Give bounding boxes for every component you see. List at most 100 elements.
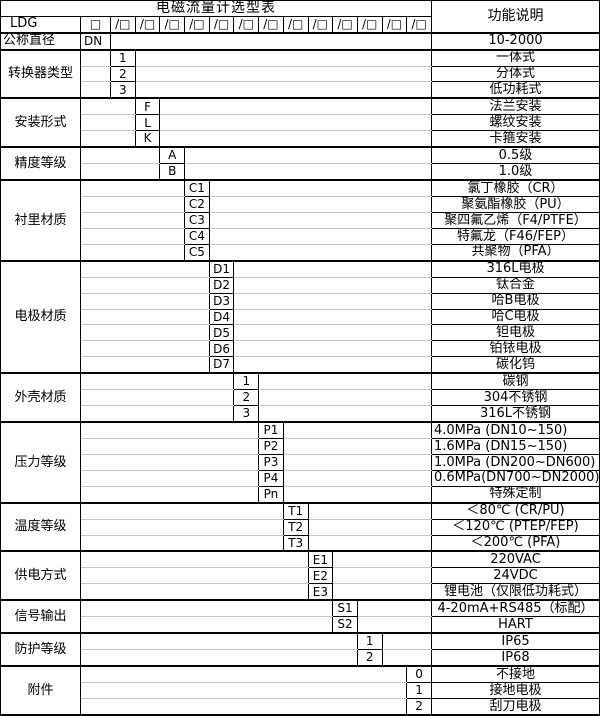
option-code: 2 (356, 649, 383, 667)
table-row: 2 304不锈钢 (1, 389, 600, 407)
blank-cell (283, 485, 432, 504)
option-code: T3 (282, 534, 309, 552)
table-row: 2 IP68 (1, 649, 600, 667)
option-desc: 特殊定制 (431, 485, 600, 504)
option-code: P2 (258, 437, 284, 455)
option-desc: 316L不锈钢 (431, 405, 600, 423)
blank-cell (308, 501, 432, 520)
blank-cell (80, 682, 407, 699)
table-row: 电极材质 D1 316L电极 (0, 259, 600, 374)
model-slot-box: /□ (134, 15, 161, 34)
blank-cell (80, 259, 210, 278)
model-slot-box: /□ (332, 15, 358, 34)
blank-cell (233, 308, 432, 326)
blank-cell (80, 665, 407, 684)
blank-cell (283, 469, 432, 487)
blank-cell (80, 276, 210, 294)
option-code: 2 (110, 65, 136, 83)
option-desc: 4-20mA+RS485（标配） (431, 599, 600, 618)
option-desc: 24VDC (431, 567, 600, 585)
blank-cell (80, 534, 284, 552)
option-code: B (159, 163, 186, 181)
blank-cell (135, 48, 432, 67)
option-desc: 法兰安装 (431, 97, 600, 116)
option-code: 0 (406, 665, 432, 684)
category-label: 信号输出 (0, 599, 81, 634)
blank-cell (159, 97, 432, 116)
blank-cell (135, 65, 432, 83)
option-desc: 1.6MPa (DN15~150) (431, 437, 600, 455)
blank-cell (80, 697, 407, 716)
option-desc: 碳化钨 (431, 356, 600, 374)
option-code: 3 (233, 405, 260, 423)
blank-cell (283, 437, 432, 455)
option-code: E1 (307, 550, 334, 569)
option-code: F (134, 97, 161, 116)
option-code: D2 (208, 276, 235, 294)
option-code: 1 (406, 682, 432, 699)
blank-cell (209, 179, 432, 198)
blank-cell (80, 340, 210, 358)
category-label: 精度等级 (0, 146, 81, 181)
blank-cell (80, 599, 333, 618)
blank-cell (258, 405, 432, 423)
blank-cell (80, 632, 358, 651)
blank-cell (209, 227, 432, 245)
option-code: 3 (110, 81, 136, 99)
option-code: P3 (258, 453, 284, 471)
table-row: C4 特氟龙（F46/FEP） (1, 227, 600, 245)
option-desc: ＜120℃ (PTEP/FEP) (431, 518, 600, 536)
blank-cell (209, 243, 432, 262)
category-label: 外壳材质 (0, 372, 81, 423)
option-code: P4 (258, 469, 284, 487)
option-desc: 低功耗式 (431, 81, 600, 99)
option-desc: 10-2000 (431, 31, 600, 51)
table-row: D5 钽电极 (1, 324, 600, 342)
option-code: D6 (208, 340, 235, 358)
blank-cell (80, 501, 284, 520)
option-code: DN (80, 31, 111, 51)
blank-cell (209, 212, 432, 229)
category-label: 防护等级 (0, 632, 81, 667)
option-desc: 氯丁橡胶（CR） (431, 179, 600, 198)
blank-cell (233, 276, 432, 294)
blank-cell (258, 372, 432, 391)
table-row: S2 HART (1, 616, 600, 634)
blank-cell (80, 550, 308, 569)
option-desc: 不接地 (431, 665, 600, 684)
model-slot-box: /□ (356, 15, 383, 34)
blank-cell (80, 81, 111, 99)
table-row: 附件 0 不接地 (0, 665, 600, 716)
blank-cell (80, 583, 308, 601)
option-code: 1 (356, 632, 383, 651)
table-row: 2 刮刀电极 (1, 697, 600, 716)
blank-cell (159, 130, 432, 148)
option-desc: 一体式 (431, 48, 600, 67)
table-row: 1 接地电极 (1, 682, 600, 699)
category-label: 供电方式 (0, 550, 81, 601)
blank-cell (283, 453, 432, 471)
option-code: 2 (233, 389, 260, 407)
table-row: 公称直径 DN 10-2000 (0, 31, 600, 51)
option-desc: 特氟龙（F46/FEP） (431, 227, 600, 245)
option-code: E3 (307, 583, 334, 601)
option-code: C4 (184, 227, 210, 245)
blank-cell (80, 421, 259, 439)
table-row: 3 低功耗式 (1, 81, 600, 99)
option-desc: 聚四氟乙烯（F4/PTFE） (431, 212, 600, 229)
blank-cell (110, 31, 432, 51)
blank-cell (233, 259, 432, 278)
option-desc: 共聚物（PFA） (431, 243, 600, 262)
option-desc: IP65 (431, 632, 600, 651)
option-code: S1 (332, 599, 358, 618)
blank-cell (382, 632, 432, 651)
table-row: 衬里材质 C1 氯丁橡胶（CR） (0, 179, 600, 262)
option-desc: 钛合金 (431, 276, 600, 294)
table-row: D4 哈C电极 (1, 308, 600, 326)
option-desc: 接地电极 (431, 682, 600, 699)
option-code: C5 (184, 243, 210, 262)
blank-cell (80, 616, 333, 634)
blank-cell (233, 356, 432, 374)
table-row: K 卡箍安装 (1, 130, 600, 148)
